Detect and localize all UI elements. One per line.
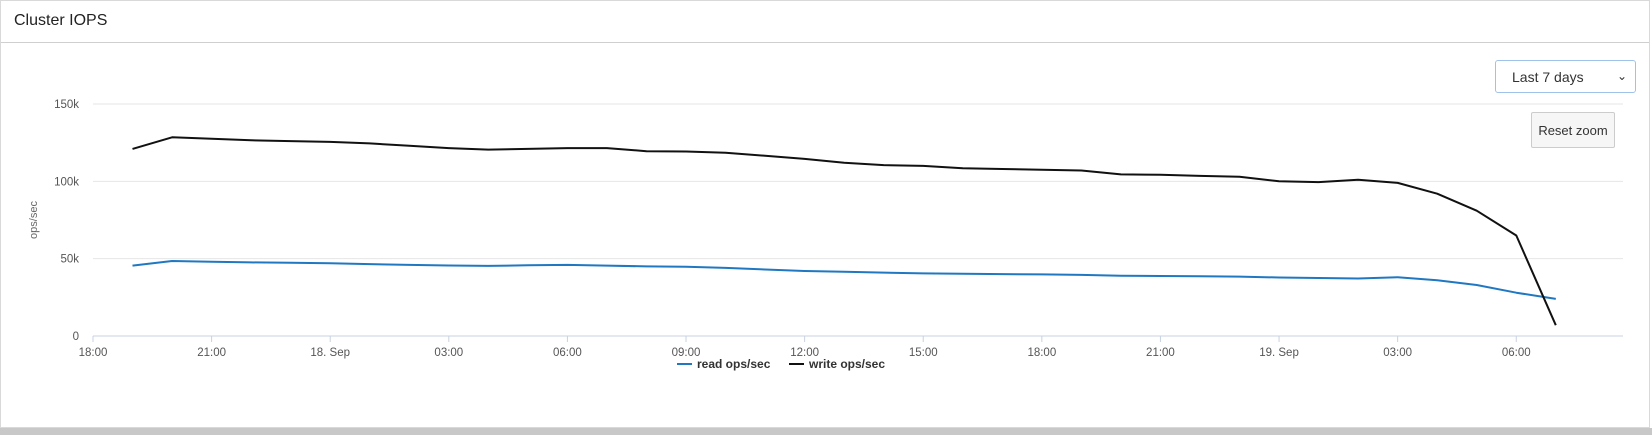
chart-legend: read ops/sec write ops/sec	[677, 357, 885, 371]
panel-title: Cluster IOPS	[14, 12, 108, 29]
y-tick-label: 50k	[60, 254, 79, 266]
y-tick-label: 100k	[54, 176, 79, 188]
chevron-down-icon: ⌄	[1616, 69, 1627, 83]
legend-label: read ops/sec	[697, 357, 771, 371]
x-axis: 18:00 21:00 18. Sep 03:00 06:00 09:00 12:00 15:…	[79, 336, 1531, 359]
bottom-scrollbar[interactable]	[0, 428, 1652, 435]
x-tick-label: 19. Sep	[1259, 347, 1299, 359]
panel-header: Cluster IOPS	[1, 1, 1649, 43]
chart-series	[132, 136, 1557, 326]
read-ops-series-line[interactable]	[132, 260, 1556, 300]
x-tick-label: 21:00	[1146, 347, 1175, 359]
write-ops-series-line[interactable]	[132, 136, 1557, 326]
x-tick-label: 03:00	[434, 347, 463, 359]
legend-item-write-ops[interactable]: write ops/sec	[789, 357, 885, 371]
reset-zoom-button[interactable]: Reset zoom	[1531, 112, 1615, 148]
y-tick-label: 0	[73, 331, 79, 343]
chart-gridlines	[93, 103, 1623, 337]
y-axis: 0 50k 100k 150k	[54, 99, 79, 343]
x-tick-label: 12:00	[790, 347, 819, 359]
x-tick-label: 18. Sep	[310, 347, 350, 359]
time-range-select[interactable]: Last 7 days ⌄	[1495, 60, 1636, 93]
x-tick-label: 06:00	[553, 347, 582, 359]
x-tick-label: 03:00	[1383, 347, 1412, 359]
x-tick-label: 09:00	[672, 347, 701, 359]
x-tick-label: 06:00	[1502, 347, 1531, 359]
x-tick-label: 18:00	[1027, 347, 1056, 359]
iops-line-chart[interactable]: 18:00 21:00 18. Sep 03:00 06:00 09:00 12:00 15:…	[1, 43, 1651, 429]
y-tick-label: 150k	[54, 99, 79, 111]
x-tick-label: 15:00	[909, 347, 938, 359]
y-axis-label: ops/sec	[28, 201, 40, 239]
x-tick-label: 18:00	[79, 347, 108, 359]
x-tick-label: 21:00	[197, 347, 226, 359]
time-range-selected-value: Last 7 days	[1512, 68, 1584, 85]
legend-item-read-ops[interactable]: read ops/sec	[677, 357, 771, 371]
legend-label: write ops/sec	[808, 357, 885, 371]
